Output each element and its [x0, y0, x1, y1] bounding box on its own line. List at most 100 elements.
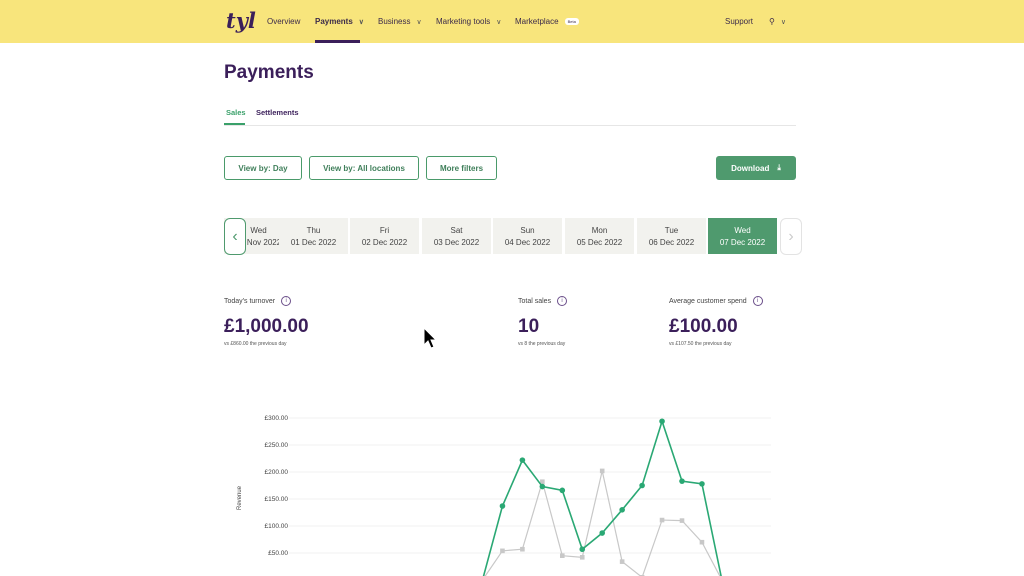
turnover-value: £1,000.00 [224, 316, 309, 337]
metric-label: Average customer spend [669, 297, 747, 305]
data-point[interactable] [499, 503, 506, 509]
nav-label: Marketplace [515, 17, 559, 26]
info-icon[interactable]: i [281, 296, 292, 306]
day-tile[interactable]: Thu 01 Dec 2022 [279, 218, 348, 254]
data-point[interactable] [539, 483, 546, 490]
day-tile[interactable]: Sat 03 Dec 2022 [422, 218, 491, 254]
day-tile[interactable]: Fri 02 Dec 2022 [350, 218, 419, 254]
chevron-down-icon: ∨ [780, 19, 786, 26]
tab-sales[interactable]: Sales [226, 108, 246, 117]
data-point[interactable] [659, 418, 665, 425]
day-date: 05 Dec 2022 [576, 238, 623, 247]
metric-label: Total sales [518, 297, 552, 305]
page-title: Payments [224, 62, 314, 83]
data-point[interactable] [579, 546, 586, 553]
data-point[interactable] [560, 553, 565, 558]
day-date: 30 Nov 2022 [235, 238, 282, 247]
active-tab-indicator [224, 123, 245, 125]
day-of-week: Wed [734, 226, 751, 235]
account-menu[interactable]: ⚲ ∨ [769, 17, 786, 26]
day-date: 03 Dec 2022 [433, 238, 480, 247]
day-of-week: Thu [306, 226, 321, 235]
day-tile[interactable]: Wed 07 Dec 2022 [708, 218, 777, 254]
day-tile[interactable]: Tue 06 Dec 2022 [637, 218, 706, 254]
turnover-comparison: vs £860.00 the previous day [224, 341, 287, 347]
day-of-week: Mon [591, 226, 608, 235]
y-tick-label: £50.00 [268, 550, 288, 557]
y-tick-label: £150.00 [265, 496, 289, 503]
nav-support[interactable]: Support [725, 17, 754, 26]
data-point[interactable] [500, 548, 505, 554]
day-date: 01 Dec 2022 [290, 238, 337, 247]
data-point[interactable] [559, 487, 566, 494]
day-of-week: Tue [664, 226, 679, 235]
day-tile[interactable]: Mon 05 Dec 2022 [565, 218, 634, 254]
nav-label: Payments [315, 17, 353, 26]
day-of-week: Sat [450, 226, 463, 235]
tab-settlements[interactable]: Settlements [256, 108, 299, 117]
tab-divider [224, 125, 796, 126]
user-icon: ⚲ [769, 17, 775, 26]
y-tick-label: £200.00 [265, 469, 289, 476]
info-icon[interactable]: i [557, 296, 568, 306]
day-date: 07 Dec 2022 [719, 238, 766, 247]
data-point[interactable] [699, 481, 705, 487]
day-of-week: Fri [379, 226, 390, 235]
data-point[interactable] [579, 555, 585, 560]
avg-spend-label: Average customer spend i [669, 296, 763, 306]
data-point[interactable] [619, 559, 625, 564]
y-axis-label: Revenue [237, 485, 243, 510]
series-line-previous [484, 470, 721, 576]
download-button[interactable]: Download ⤓ [716, 156, 796, 180]
data-point[interactable] [599, 530, 605, 536]
chevron-left-icon: ‹ [232, 227, 238, 245]
nav-label: Business [378, 17, 411, 26]
tyl-logo[interactable]: tyl [226, 8, 256, 33]
total-sales-value: 10 [518, 316, 540, 337]
top-nav-bar: tyl Overview Payments ∨ Business ∨ Marketi… [0, 0, 1024, 43]
mouse-cursor-icon [423, 326, 438, 349]
data-point[interactable] [679, 518, 685, 523]
data-point[interactable] [540, 479, 545, 485]
next-day-button[interactable]: › [780, 218, 802, 255]
y-tick-label: £300.00 [265, 415, 289, 422]
chevron-down-icon: ∨ [358, 19, 364, 26]
day-date: 06 Dec 2022 [648, 238, 695, 247]
nav-marketplace[interactable]: Marketplace Beta [515, 17, 579, 26]
nav-business[interactable]: Business ∨ [378, 17, 422, 26]
nav-marketing-tools[interactable]: Marketing tools ∨ [436, 17, 501, 26]
download-label: Download [731, 163, 770, 173]
avg-spend-value: £100.00 [669, 316, 738, 337]
day-date: 04 Dec 2022 [504, 238, 551, 247]
chevron-right-icon: › [788, 227, 794, 245]
nav-label: Marketing tools [436, 17, 491, 26]
nav-payments[interactable]: Payments ∨ [315, 17, 364, 26]
day-tile[interactable]: Sun 04 Dec 2022 [493, 218, 562, 254]
previous-day-button[interactable]: ‹ [224, 218, 246, 255]
y-tick-label: £100.00 [265, 523, 289, 530]
data-point[interactable] [639, 482, 645, 489]
more-filters-button[interactable]: More filters [426, 156, 497, 180]
y-tick-label: £250.00 [265, 442, 289, 449]
data-point[interactable] [599, 468, 605, 474]
chevron-down-icon: ∨ [496, 19, 502, 26]
beta-badge: Beta [564, 18, 579, 26]
day-of-week: Sun [520, 226, 535, 235]
data-point[interactable] [679, 478, 685, 484]
chevron-down-icon: ∨ [416, 19, 422, 26]
data-point[interactable] [659, 517, 665, 523]
download-icon: ⤓ [777, 163, 781, 172]
day-of-week: Wed [250, 226, 267, 235]
data-point[interactable] [519, 457, 526, 463]
turnover-label: Today's turnover i [224, 296, 292, 306]
data-point[interactable] [699, 539, 705, 545]
metric-label: Today's turnover [224, 297, 276, 305]
view-by-day-button[interactable]: View by: Day [224, 156, 302, 180]
view-by-location-button[interactable]: View by: All locations [309, 156, 419, 180]
nav-overview[interactable]: Overview [267, 17, 301, 26]
data-point[interactable] [520, 546, 525, 552]
data-point[interactable] [619, 507, 625, 513]
active-nav-indicator [315, 40, 360, 43]
info-icon[interactable]: i [752, 296, 763, 306]
